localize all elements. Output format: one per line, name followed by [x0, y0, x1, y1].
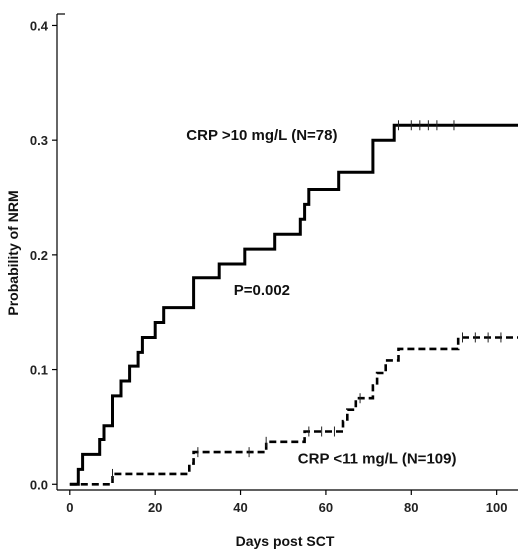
y-tick-label: 0.4 — [30, 18, 49, 33]
y-ticks: 0.0 0.1 0.2 0.3 0.4 — [30, 18, 57, 492]
series-layer — [69, 123, 518, 486]
x-tick-label: 0 — [66, 500, 73, 515]
x-tick-label: 40 — [233, 500, 247, 515]
censor-layer — [111, 120, 502, 479]
y-axis-title: Probability of NRM — [5, 190, 21, 315]
y-tick-label: 0.1 — [30, 363, 48, 378]
x-tick-label: 60 — [319, 500, 333, 515]
annotation-crp-high: CRP >10 mg/L (N=78) — [186, 127, 337, 144]
x-tick-label: 80 — [404, 500, 418, 515]
series-crp-low-line — [69, 336, 518, 486]
y-tick-label: 0.2 — [30, 248, 48, 263]
annotation-crp-low: CRP <11 mg/L (N=109) — [298, 451, 457, 468]
x-tick-label: 100 — [486, 500, 508, 515]
series-crp-high-line — [69, 123, 518, 486]
y-tick-label: 0.0 — [30, 477, 48, 492]
axes — [56, 13, 518, 491]
annotation-p-value: P=0.002 — [234, 282, 290, 299]
x-axis-title: Days post SCT — [236, 533, 335, 549]
x-tick-label: 20 — [148, 500, 162, 515]
y-tick-label: 0.3 — [30, 133, 48, 148]
x-ticks: 0 20 40 60 80 100 — [66, 490, 508, 515]
